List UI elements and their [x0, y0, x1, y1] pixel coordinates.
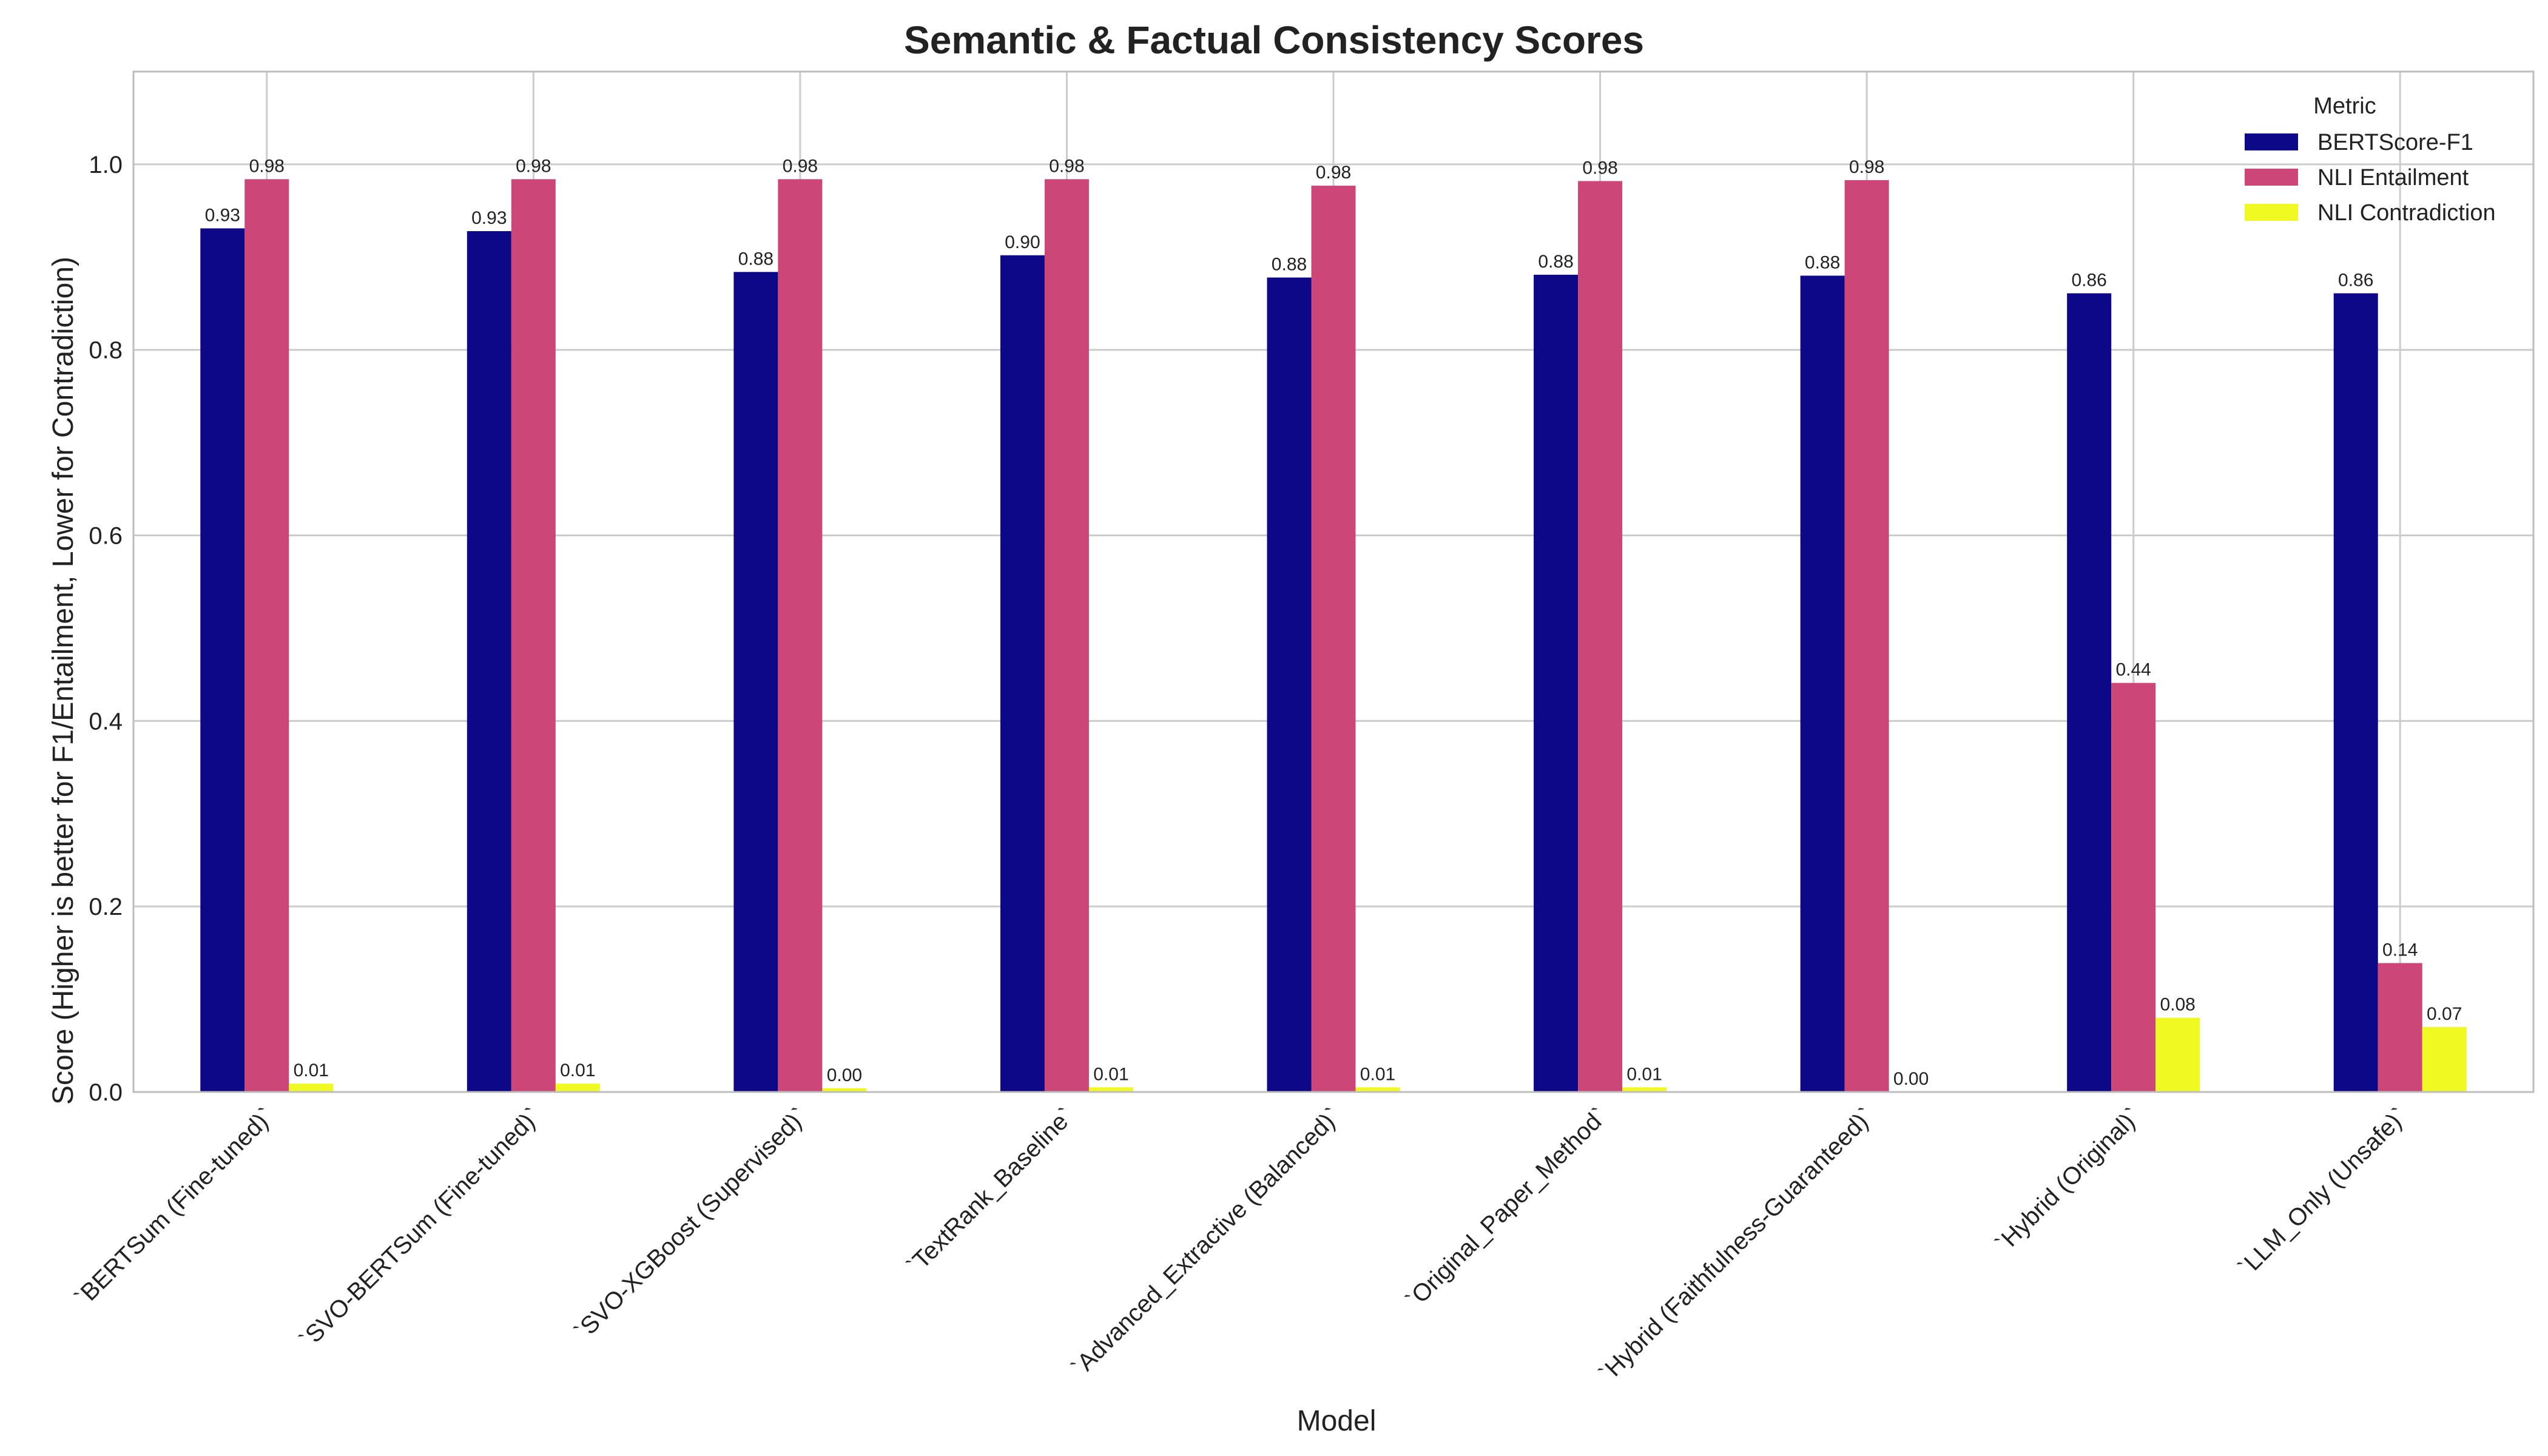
x-tick-labels: `BERTSum (Fine-tuned)` `SVO-BERTSum (Fine… [70, 1102, 2412, 1387]
x-tick-label: `Hybrid (Faithfulness-Guaranteed)` [1594, 1102, 1879, 1387]
data-label-bertscore-f1: 0.88 [738, 249, 774, 269]
data-label-nli-contradiction: 0.01 [1360, 1064, 1395, 1084]
bar-nli-entailment [2378, 963, 2422, 1092]
bar-nli-entailment [2111, 682, 2156, 1092]
y-tick-label: 0.4 [89, 708, 123, 735]
data-label-nli-contradiction: 0.08 [2160, 995, 2195, 1015]
x-tick-label: `Hybrid (Original)` [1990, 1102, 2146, 1258]
bars-layer [200, 179, 2467, 1093]
bar-bertscore-f1 [200, 228, 245, 1092]
bar-nli-contradiction [1088, 1087, 1133, 1092]
bar-bertscore-f1 [2067, 293, 2112, 1092]
bar-nli-entailment [1844, 180, 1889, 1093]
bar-nli-contradiction [2422, 1026, 2467, 1092]
y-tick-label: 1.0 [89, 152, 123, 178]
bar-bertscore-f1 [1534, 274, 1579, 1093]
bar-nli-contradiction [289, 1084, 334, 1092]
data-label-nli-contradiction: 0.07 [2427, 1004, 2462, 1024]
data-label-bertscore-f1: 0.90 [1005, 232, 1040, 252]
x-tick-label: `SVO-BERTSum (Fine-tuned)` [295, 1102, 546, 1353]
data-label-nli-contradiction: 0.01 [560, 1060, 595, 1080]
legend-label-bertscore-f1: BERTScore-F1 [2317, 130, 2473, 155]
data-label-nli-contradiction: 0.01 [294, 1060, 329, 1080]
data-label-nli-entailment: 0.98 [783, 156, 818, 176]
legend-swatch-nli-entailment [2245, 169, 2298, 186]
bar-bertscore-f1 [2333, 293, 2378, 1092]
legend-swatch-nli-contradiction [2245, 204, 2298, 221]
legend-swatch-bertscore-f1 [2245, 133, 2298, 150]
x-tick-label: `SVO-XGBoost (Supervised)` [570, 1102, 812, 1345]
data-label-nli-entailment: 0.98 [1849, 157, 1884, 177]
bar-nli-contradiction [822, 1088, 867, 1092]
bar-nli-entailment [778, 179, 823, 1093]
data-label-nli-entailment: 0.98 [249, 156, 285, 176]
y-tick-labels: 0.0 0.2 0.4 0.6 0.8 1.0 [89, 152, 123, 1106]
y-tick-label: 0.8 [89, 337, 123, 364]
bar-nli-contradiction [1355, 1087, 1400, 1092]
x-tick-label: `TextRank_Baseline` [902, 1102, 1079, 1279]
legend-label-nli-contradiction: NLI Contradiction [2317, 200, 2496, 226]
bar-nli-entailment [1578, 181, 1623, 1092]
chart-title: Semantic & Factual Consistency Scores [904, 18, 1644, 62]
data-label-bertscore-f1: 0.88 [1538, 252, 1573, 272]
bar-bertscore-f1 [1000, 255, 1045, 1092]
legend-title: Metric [2313, 93, 2376, 119]
bar-nli-entailment [1311, 186, 1356, 1093]
x-tick-label: `LLM_Only (Unsafe)` [2233, 1102, 2412, 1281]
data-label-nli-contradiction: 0.00 [827, 1065, 862, 1085]
legend: Metric BERTScore-F1 NLI Entailment NLI Con… [2245, 93, 2496, 226]
bar-nli-entailment [1044, 179, 1089, 1093]
data-label-bertscore-f1: 0.93 [205, 205, 240, 225]
y-tick-label: 0.6 [89, 523, 123, 550]
data-label-nli-entailment: 0.14 [2382, 940, 2418, 960]
data-label-nli-contradiction: 0.00 [1893, 1069, 1929, 1089]
x-axis-label: Model [1297, 1405, 1377, 1437]
data-label-bertscore-f1: 0.93 [471, 208, 507, 228]
data-label-bertscore-f1: 0.86 [2338, 270, 2373, 290]
y-tick-label: 0.0 [89, 1079, 123, 1106]
y-axis-label: Score (Higher is better for F1/Entailmen… [47, 257, 79, 1105]
data-label-bertscore-f1: 0.88 [1805, 252, 1840, 272]
bar-nli-entailment [511, 179, 556, 1093]
plot-frame [132, 70, 2535, 1093]
x-tick-label: `BERTSum (Fine-tuned)` [70, 1102, 279, 1312]
data-label-nli-contradiction: 0.01 [1093, 1064, 1128, 1084]
x-tick-label: `Advanced_Extractive (Balanced)` [1067, 1102, 1346, 1381]
data-label-nli-entailment: 0.98 [1316, 163, 1351, 183]
data-label-nli-entailment: 0.44 [2115, 660, 2151, 680]
data-label-nli-contradiction: 0.01 [1626, 1064, 1662, 1084]
legend-label-nli-entailment: NLI Entailment [2317, 165, 2469, 190]
legend-items: BERTScore-F1 NLI Entailment NLI Contradict… [2245, 130, 2496, 226]
data-label-bertscore-f1: 0.88 [1272, 254, 1307, 274]
bar-bertscore-f1 [733, 272, 778, 1092]
data-label-bertscore-f1: 0.86 [2071, 270, 2106, 290]
bar-bertscore-f1 [467, 231, 511, 1092]
y-tick-label: 0.2 [89, 894, 123, 920]
bar-nli-entailment [244, 179, 289, 1093]
bar-bertscore-f1 [1800, 275, 1845, 1092]
bar-bertscore-f1 [1267, 277, 1312, 1092]
bar-nli-contradiction [555, 1084, 600, 1092]
x-tick-label: `Original_Paper_Method` [1401, 1102, 1613, 1314]
bar-nli-contradiction [2155, 1017, 2200, 1092]
data-labels-layer: 0.93 0.93 0.88 0.90 0.88 0.88 0.88 0.86 0.86 0.98… [205, 156, 2462, 1089]
data-label-nli-entailment: 0.98 [516, 156, 551, 176]
data-label-nli-entailment: 0.98 [1582, 158, 1617, 178]
bar-nli-contradiction [1622, 1087, 1667, 1092]
data-label-nli-entailment: 0.98 [1049, 156, 1084, 176]
